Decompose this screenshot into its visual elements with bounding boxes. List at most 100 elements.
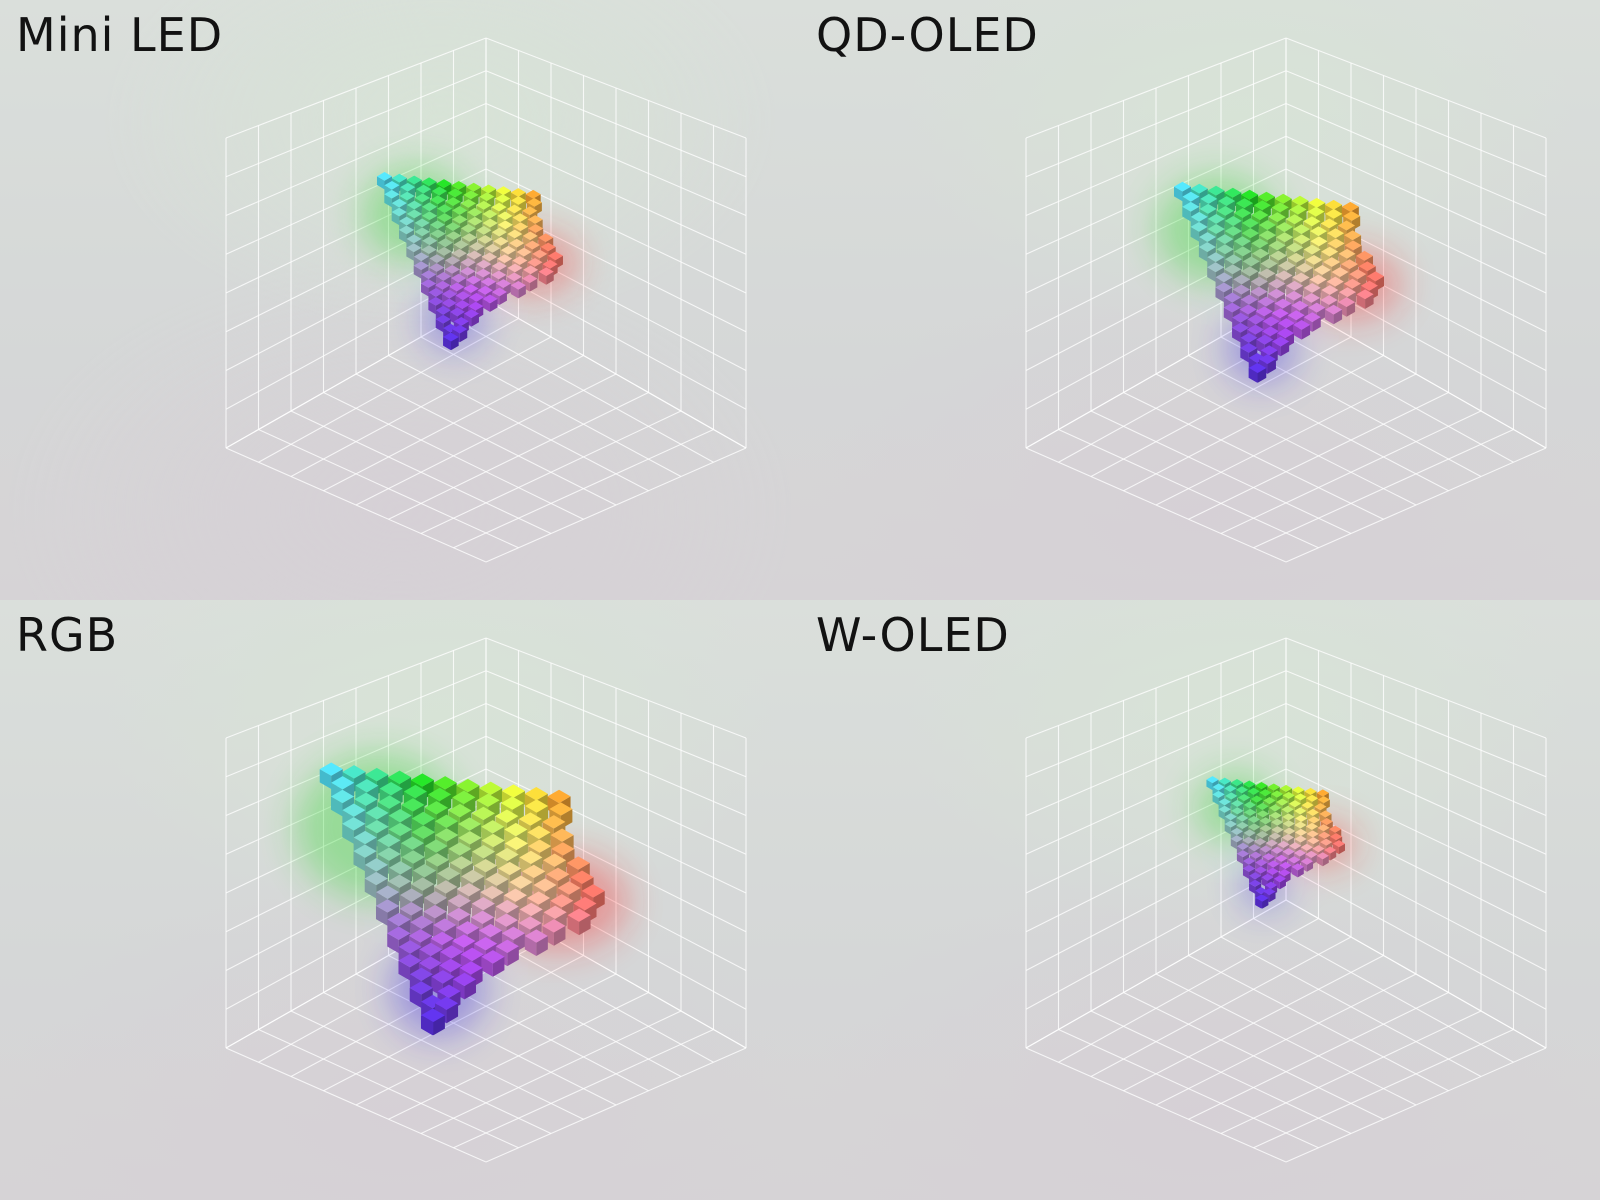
voxel-face — [495, 899, 519, 914]
voxel-face — [510, 285, 519, 299]
voxel-face — [1243, 829, 1256, 837]
voxel-face — [1288, 856, 1301, 864]
voxel-face — [533, 878, 557, 892]
voxel-face — [1300, 857, 1314, 865]
voxel-face — [353, 830, 377, 845]
voxel-face — [1230, 835, 1243, 843]
voxel-face — [430, 931, 454, 946]
grid-line — [1090, 1010, 1352, 1134]
voxel-face — [542, 259, 558, 269]
voxel-face — [476, 200, 492, 210]
voxel-face — [463, 309, 479, 318]
voxel-face — [1286, 280, 1304, 291]
voxel-face — [1331, 267, 1349, 277]
voxel-face — [401, 798, 425, 812]
voxel-face — [1285, 290, 1303, 301]
grid-line — [225, 1047, 487, 1163]
voxel-face — [1260, 258, 1278, 269]
voxel-face — [551, 842, 575, 856]
voxel-face — [1267, 860, 1280, 868]
voxel-face — [449, 282, 465, 292]
voxel-face — [492, 956, 505, 977]
voxel-face — [376, 885, 400, 899]
panel-title: RGB — [16, 608, 119, 662]
voxel-face — [478, 923, 503, 938]
voxel-face — [509, 875, 533, 889]
voxel-face — [1258, 220, 1276, 230]
voxel-face — [1317, 796, 1330, 804]
voxel-face — [421, 245, 437, 254]
voxel-face — [485, 243, 501, 253]
voxel-face — [399, 902, 423, 916]
voxel-face — [507, 946, 519, 967]
voxel-face — [471, 806, 495, 821]
voxel-face — [463, 190, 479, 200]
voxel-face — [1306, 861, 1314, 872]
voxel-face — [409, 987, 422, 1008]
voxel-face — [454, 300, 470, 309]
voxel-face — [375, 905, 388, 926]
voxel-face — [1269, 811, 1282, 819]
voxel-face — [331, 776, 355, 790]
voxel-face — [423, 904, 447, 919]
voxel-face — [1293, 320, 1311, 330]
voxel-face — [1253, 200, 1271, 211]
voxel-face — [1330, 833, 1343, 841]
voxel-face — [1241, 266, 1259, 277]
voxel-face — [1259, 789, 1272, 797]
voxel-face — [519, 902, 543, 917]
voxel-face — [1305, 850, 1318, 858]
voxel-face — [1224, 824, 1231, 835]
voxel-face — [364, 878, 377, 899]
voxel-face — [522, 231, 538, 241]
voxel-face — [437, 204, 453, 213]
voxel-face — [520, 226, 529, 240]
grid-line — [290, 1010, 552, 1134]
voxel-face — [482, 218, 498, 228]
voxel-face — [471, 910, 495, 924]
voxel-face — [1365, 294, 1374, 309]
voxel-face — [495, 809, 519, 823]
voxel-face — [444, 264, 460, 274]
voxel-face — [406, 209, 422, 219]
voxel-face — [1338, 220, 1356, 231]
voxel-face — [452, 934, 476, 948]
voxel-face — [506, 204, 522, 214]
voxel-face — [466, 250, 482, 260]
voxel-face — [1218, 809, 1225, 820]
voxel-face — [435, 828, 459, 842]
voxel-face — [1266, 867, 1279, 875]
voxel-face — [445, 197, 461, 206]
voxel-face — [1308, 197, 1326, 208]
voxel-face — [406, 243, 422, 253]
voxel-face — [477, 235, 493, 244]
voxel-face — [448, 842, 472, 856]
voxel-face — [425, 853, 449, 867]
voxel-face — [1269, 250, 1287, 261]
voxel-face — [503, 888, 527, 902]
voxel-face — [1224, 820, 1237, 828]
voxel-face — [1182, 191, 1200, 202]
voxel-face — [377, 795, 401, 809]
voxel-face — [1274, 193, 1292, 204]
voxel-face — [406, 234, 422, 244]
voxel-face — [1230, 779, 1244, 787]
voxel-face — [567, 915, 580, 936]
voxel-face — [518, 812, 542, 826]
voxel-face — [436, 179, 452, 188]
voxel-face — [481, 956, 493, 977]
voxel-face — [384, 180, 400, 190]
voxel-face — [1262, 316, 1280, 327]
voxel-face — [1254, 838, 1267, 846]
voxel-face — [1233, 274, 1251, 285]
grid-line — [1285, 168, 1547, 294]
voxel-face — [523, 265, 539, 275]
voxel-face — [452, 790, 476, 804]
voxel-face — [1284, 872, 1291, 884]
voxel-face — [460, 266, 476, 276]
voxel-face — [480, 885, 504, 900]
voxel-face — [479, 192, 495, 202]
voxel-face — [447, 188, 463, 198]
voxel-face — [365, 806, 389, 820]
voxel-face — [1264, 881, 1278, 889]
